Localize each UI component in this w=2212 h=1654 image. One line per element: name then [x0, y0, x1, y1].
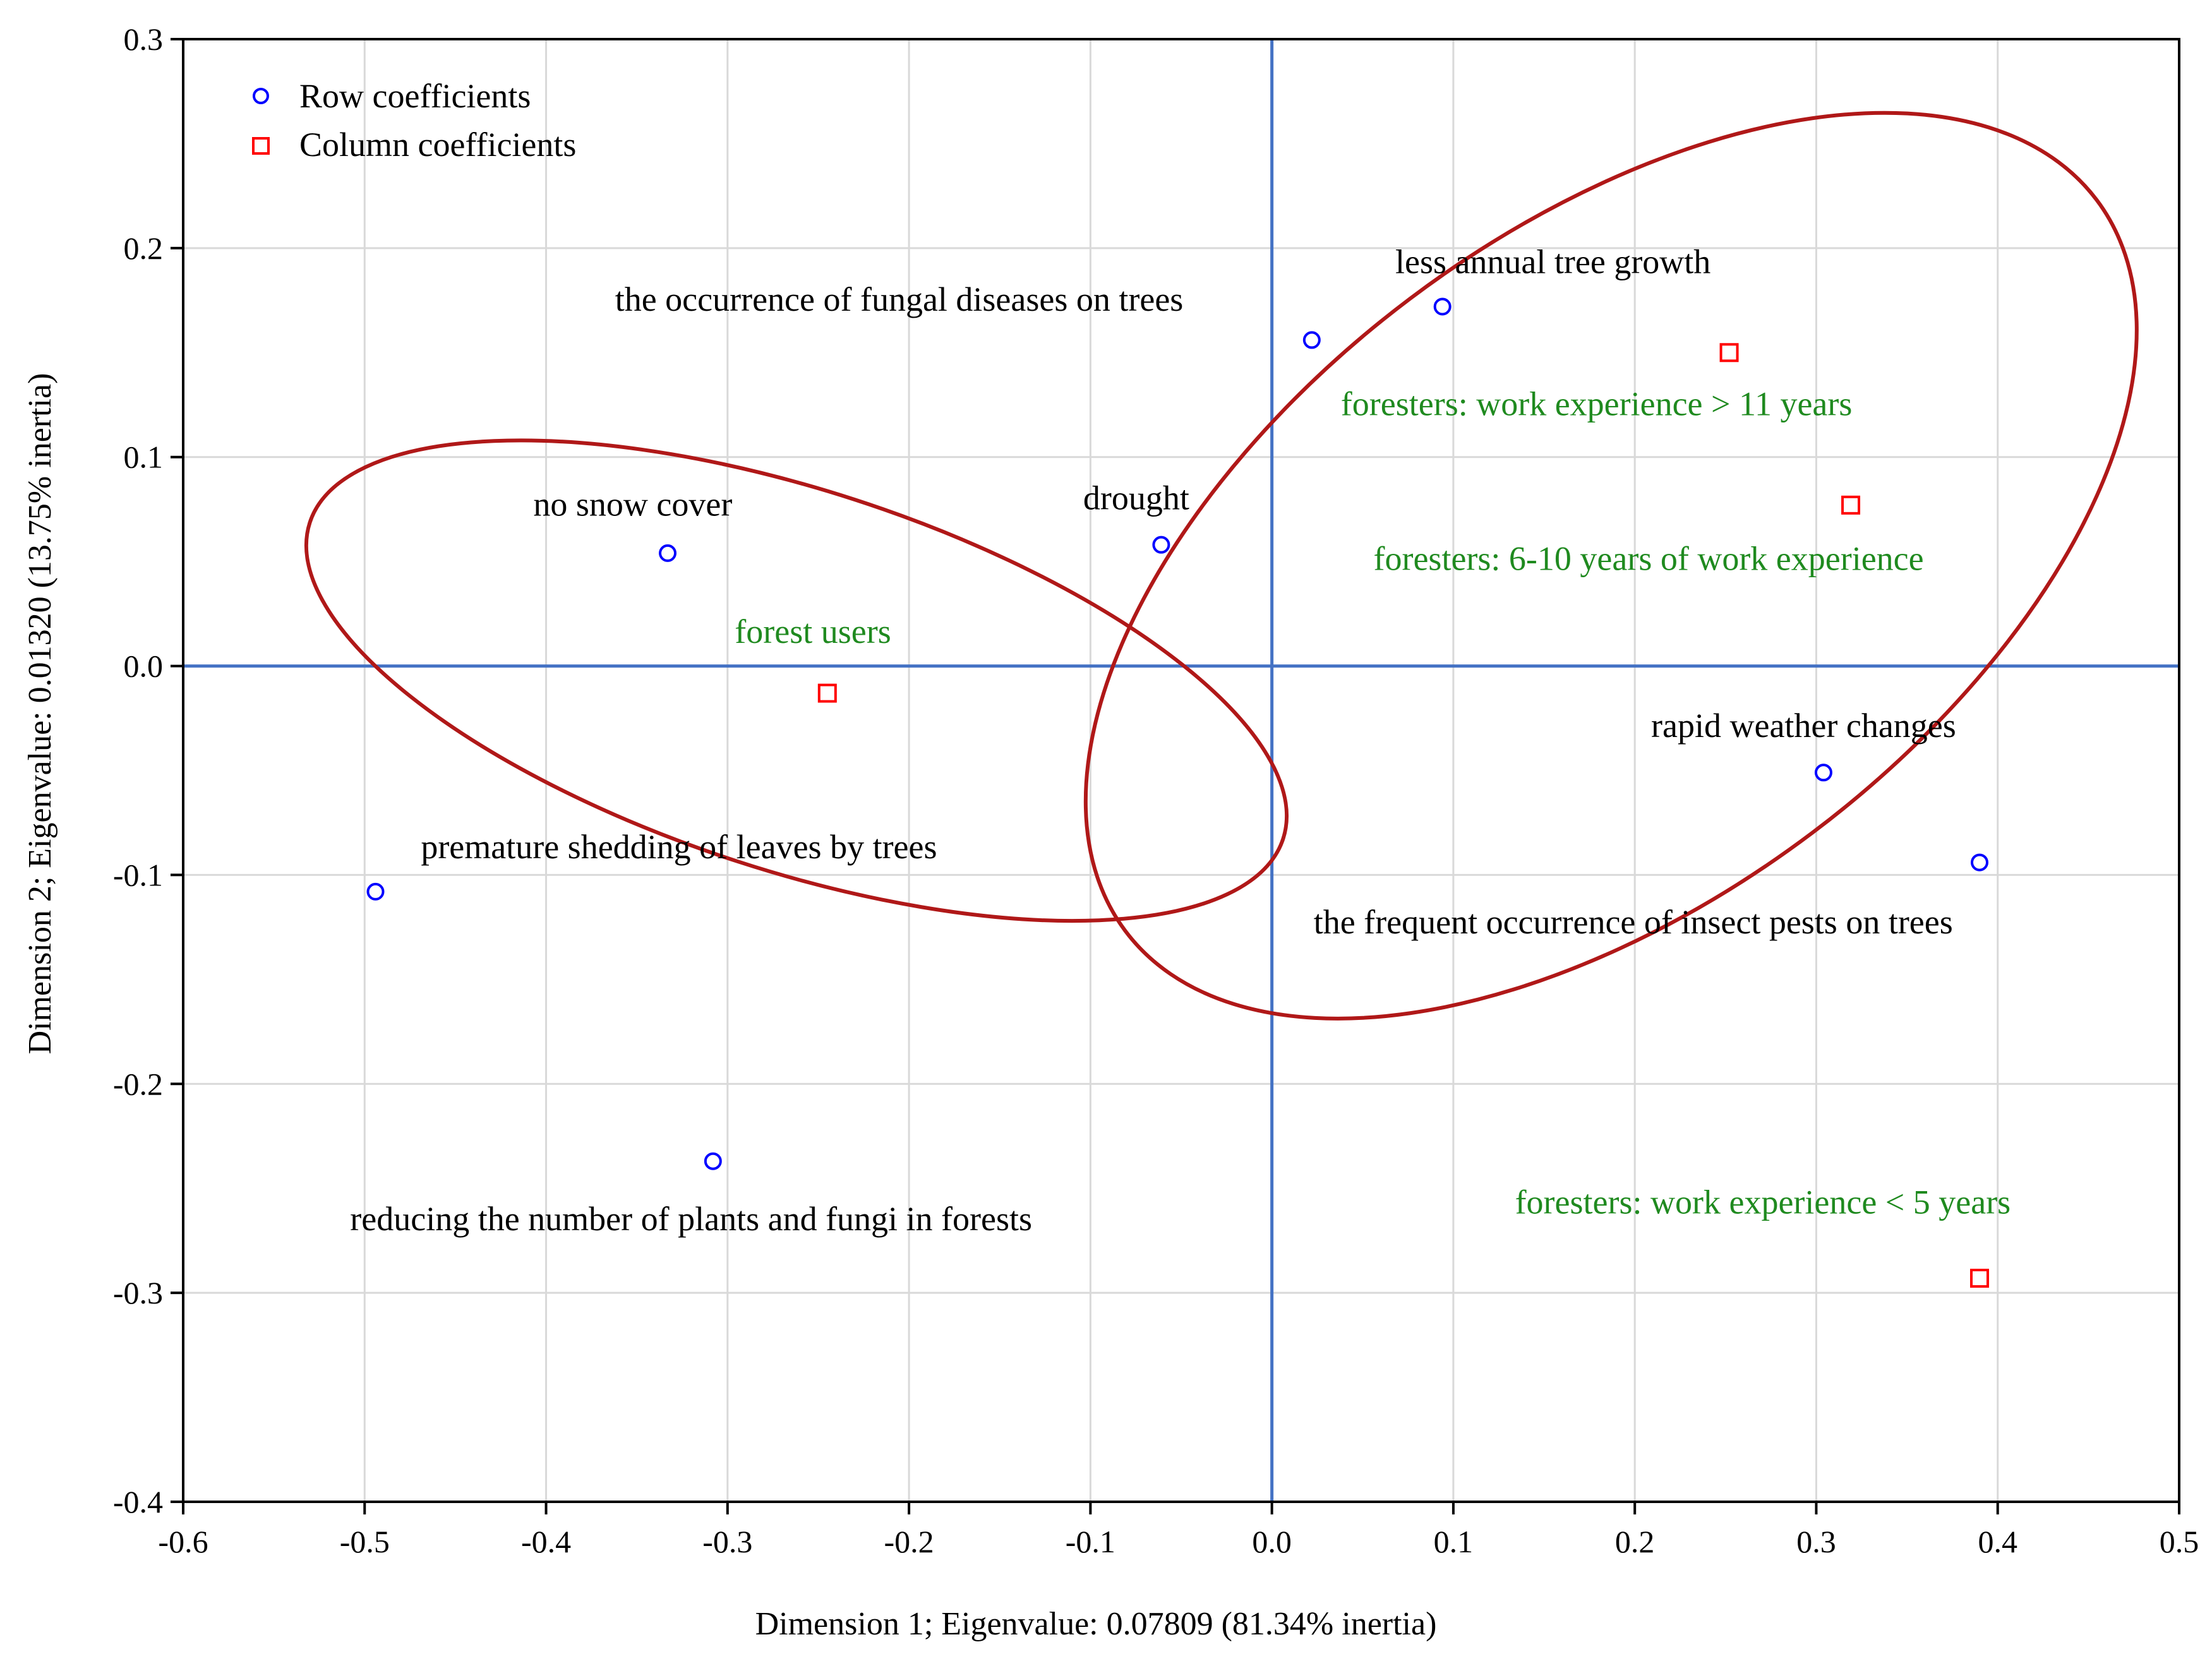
column-point-label: foresters: work experience > 11 years — [1341, 385, 1853, 423]
row-point — [1152, 536, 1170, 554]
y-axis-title: Dimension 2; Eigenvalue: 0.01320 (13.75%… — [22, 373, 58, 1055]
row-point — [1302, 331, 1321, 349]
row-point-label: drought — [1083, 479, 1189, 517]
y-axis-ticks: 0.3 0.2 0.1 0.0 -0.1 -0.2 -0.3 -0.4 — [113, 21, 183, 1519]
row-point-label: no snow cover — [533, 485, 732, 523]
y-tick-label: 0.0 — [124, 649, 164, 684]
x-axis-title: Dimension 1; Eigenvalue: 0.07809 (81.34%… — [755, 1606, 1437, 1642]
column-point-label: foresters: 6-10 years of work experience — [1374, 539, 1924, 577]
x-axis-ticks: -0.6 -0.5 -0.4 -0.3 -0.2 -0.1 0.0 0.1 0.2 0.3 0.4 0… — [158, 1502, 2199, 1559]
x-tick-label: -0.6 — [158, 1524, 208, 1559]
x-tick-label: 0.5 — [2160, 1524, 2199, 1559]
y-tick-label: 0.1 — [124, 440, 164, 475]
ellipse-left-group — [304, 438, 1289, 923]
row-point — [366, 882, 385, 901]
x-tick-label: 0.0 — [1252, 1524, 1292, 1559]
cluster-ellipses — [304, 111, 2139, 1021]
row-point-label: the frequent occurrence of insect pests … — [1314, 903, 1953, 941]
legend: Row coefficients Column coefficients — [252, 77, 576, 164]
data-points — [366, 297, 1989, 1288]
x-tick-label: 0.2 — [1615, 1524, 1655, 1559]
x-tick-label: 0.4 — [1978, 1524, 2017, 1559]
y-tick-label: -0.4 — [113, 1484, 163, 1519]
row-point — [1433, 297, 1452, 316]
legend-column-label: Column coefficients — [299, 126, 576, 164]
plot-frame — [182, 38, 2180, 1503]
row-point-label: less annual tree growth — [1395, 243, 1710, 281]
column-point — [1719, 343, 1739, 363]
ellipse-right-group — [1083, 111, 2139, 1021]
legend-row-label: Row coefficients — [299, 77, 531, 115]
y-tick-label: -0.1 — [113, 857, 163, 892]
x-tick-label: -0.1 — [1066, 1524, 1115, 1559]
y-tick-label: -0.3 — [113, 1275, 163, 1310]
row-point — [1971, 853, 1988, 872]
row-point-label: rapid weather changes — [1651, 707, 1956, 745]
x-tick-label: 0.1 — [1434, 1524, 1474, 1559]
point-labels: the occurrence of fungal diseases on tre… — [350, 243, 2011, 1238]
column-point-label: foresters: work experience < 5 years — [1515, 1183, 2011, 1221]
column-point-label: forest users — [735, 613, 891, 650]
x-tick-label: -0.2 — [884, 1524, 934, 1559]
column-point — [1970, 1268, 1989, 1288]
row-point-label: the occurrence of fungal diseases on tre… — [615, 280, 1184, 318]
row-point — [659, 544, 677, 562]
x-tick-label: 0.3 — [1796, 1524, 1836, 1559]
x-tick-label: -0.3 — [702, 1524, 752, 1559]
x-tick-label: -0.4 — [521, 1524, 571, 1559]
row-point — [704, 1152, 722, 1170]
row-point-label: premature shedding of leaves by trees — [421, 828, 937, 866]
y-tick-label: -0.2 — [113, 1066, 163, 1101]
row-point — [1814, 764, 1832, 782]
y-tick-label: 0.3 — [124, 21, 164, 57]
y-tick-label: 0.2 — [124, 231, 164, 266]
legend-column-marker — [252, 137, 270, 155]
column-point — [817, 683, 837, 703]
x-tick-label: -0.5 — [340, 1524, 390, 1559]
legend-row-marker — [253, 88, 269, 104]
column-point — [1841, 495, 1861, 515]
row-point-label: reducing the number of plants and fungi … — [350, 1200, 1032, 1238]
